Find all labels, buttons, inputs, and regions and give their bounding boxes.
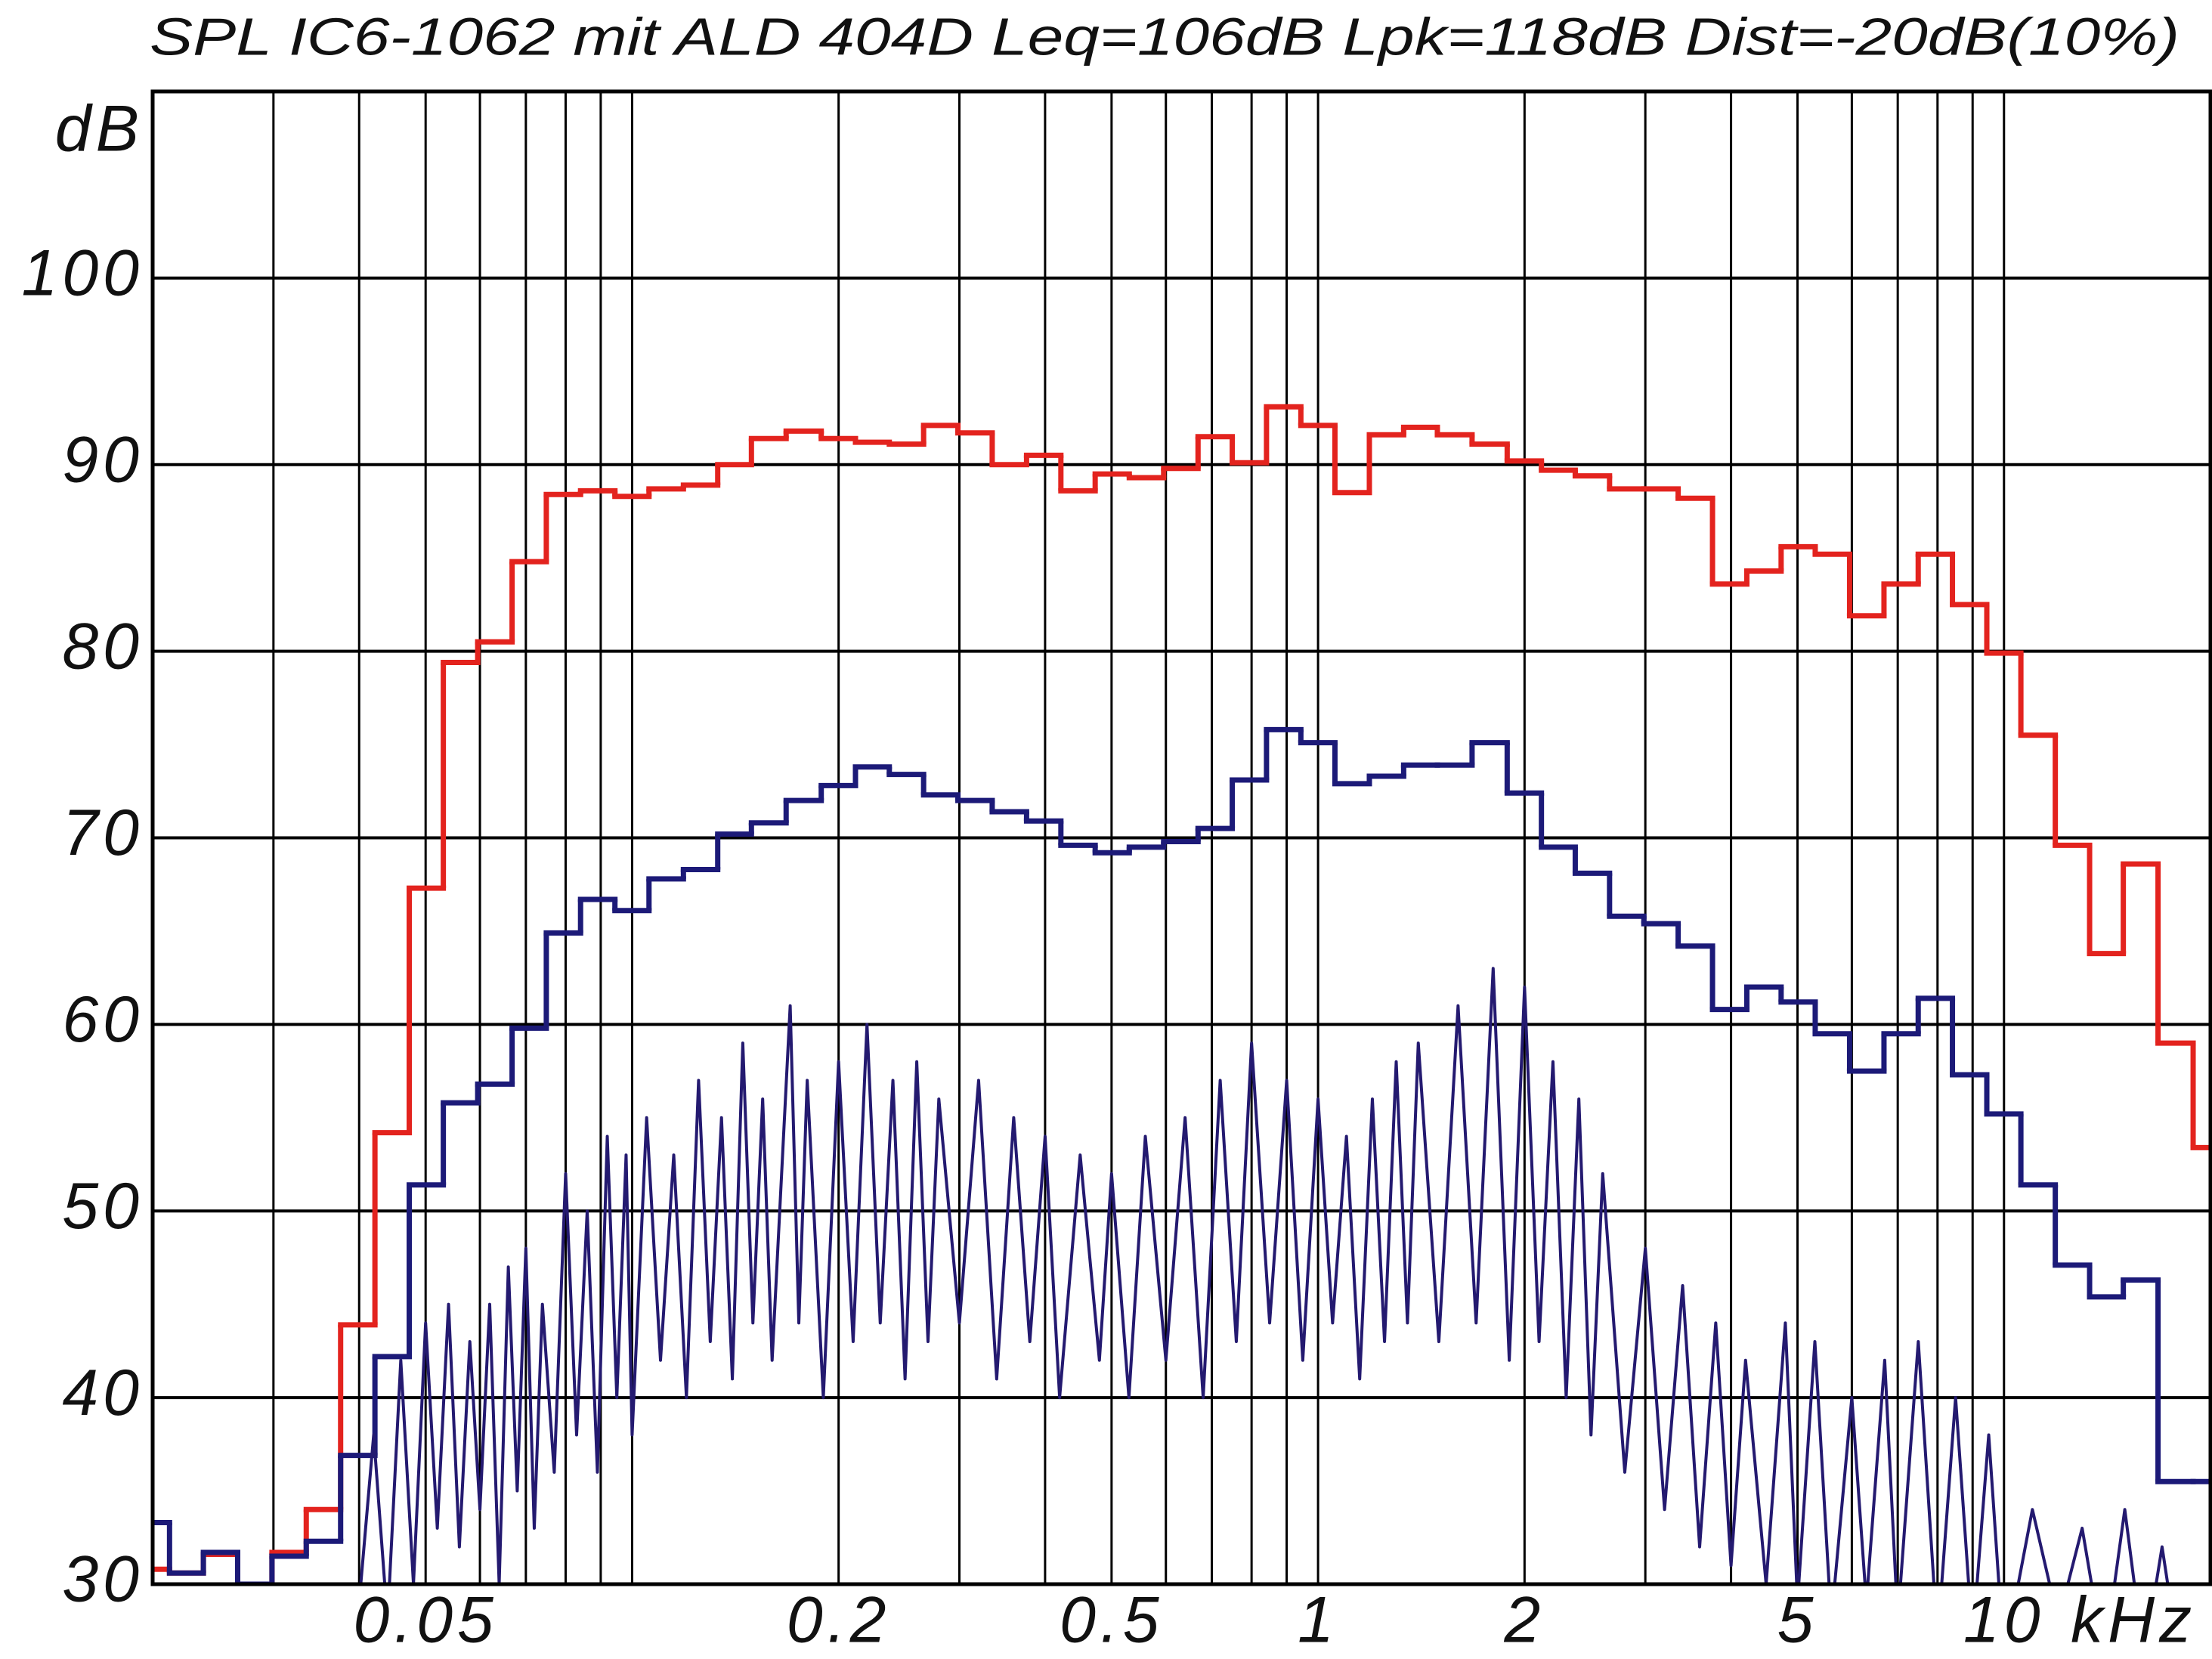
x-tick-label: 1	[1298, 1584, 1338, 1657]
x-tick-label: 2	[1503, 1584, 1545, 1657]
y-tick-label: 70	[62, 797, 144, 869]
x-tick-label: 5	[1777, 1584, 1818, 1657]
y-tick-label: 60	[62, 983, 144, 1056]
plot-frame	[150, 89, 2212, 1586]
x-axis-label: kHz	[2071, 1584, 2196, 1657]
y-tick-label: 90	[62, 423, 144, 496]
x-tick-label: 10	[1963, 1584, 2045, 1657]
chart-title: SPL IC6-1062 mit ALD 404D Leq=106dB Lpk=…	[150, 7, 2180, 66]
y-axis-label: dB	[55, 93, 144, 166]
y-tick-label: 40	[62, 1357, 144, 1429]
x-tick-label: 0.05	[354, 1584, 498, 1657]
y-tick-label: 30	[62, 1543, 144, 1616]
y-tick-label: 80	[62, 610, 144, 682]
x-tick-label: 0.5	[1060, 1584, 1164, 1657]
plot-area	[153, 404, 2210, 1584]
x-tick-label: 0.2	[787, 1584, 891, 1657]
y-tick-label: 50	[62, 1170, 144, 1243]
y-tick-label: 100	[22, 237, 144, 310]
distortion-line	[359, 967, 2170, 1584]
